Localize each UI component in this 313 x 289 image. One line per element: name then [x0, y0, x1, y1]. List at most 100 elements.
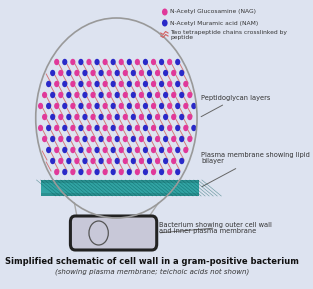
Circle shape	[167, 169, 172, 175]
Circle shape	[183, 125, 188, 131]
Circle shape	[131, 92, 136, 98]
Circle shape	[66, 92, 71, 98]
Circle shape	[171, 92, 176, 98]
Circle shape	[62, 125, 67, 131]
Text: Simplified schematic of cell wall in a gram-positive bacterium: Simplified schematic of cell wall in a g…	[5, 257, 299, 266]
Circle shape	[163, 70, 168, 76]
Circle shape	[187, 136, 192, 142]
Circle shape	[151, 59, 156, 65]
Circle shape	[106, 92, 112, 98]
Circle shape	[155, 114, 160, 120]
FancyBboxPatch shape	[70, 216, 157, 250]
Circle shape	[167, 59, 172, 65]
Circle shape	[167, 125, 172, 131]
Circle shape	[54, 147, 59, 153]
Circle shape	[62, 169, 67, 175]
Circle shape	[151, 147, 156, 153]
Circle shape	[167, 103, 172, 109]
Circle shape	[70, 103, 75, 109]
Circle shape	[58, 70, 63, 76]
Circle shape	[131, 158, 136, 164]
Circle shape	[147, 158, 152, 164]
Circle shape	[110, 147, 116, 153]
Circle shape	[86, 125, 91, 131]
Circle shape	[171, 136, 176, 142]
Circle shape	[90, 114, 95, 120]
Circle shape	[78, 59, 84, 65]
Circle shape	[103, 59, 108, 65]
Circle shape	[191, 103, 196, 109]
Circle shape	[175, 169, 180, 175]
Circle shape	[119, 59, 124, 65]
Circle shape	[139, 158, 144, 164]
Circle shape	[78, 81, 84, 87]
Circle shape	[74, 70, 80, 76]
Circle shape	[143, 125, 148, 131]
Circle shape	[163, 136, 168, 142]
Circle shape	[110, 81, 116, 87]
Circle shape	[127, 103, 132, 109]
Circle shape	[155, 92, 160, 98]
Circle shape	[58, 158, 63, 164]
Circle shape	[50, 158, 55, 164]
Circle shape	[151, 81, 156, 87]
Circle shape	[110, 125, 116, 131]
Circle shape	[90, 70, 95, 76]
Circle shape	[171, 114, 176, 120]
Circle shape	[74, 158, 80, 164]
Circle shape	[62, 103, 67, 109]
Circle shape	[159, 59, 164, 65]
Circle shape	[119, 81, 124, 87]
Circle shape	[54, 125, 59, 131]
Circle shape	[62, 59, 67, 65]
Circle shape	[54, 81, 59, 87]
Text: Bacterium showing outer cell wall
and inner plasma membrane: Bacterium showing outer cell wall and in…	[159, 221, 272, 234]
Circle shape	[66, 158, 71, 164]
Circle shape	[103, 169, 108, 175]
Circle shape	[139, 92, 144, 98]
Circle shape	[159, 103, 164, 109]
Circle shape	[54, 59, 59, 65]
Circle shape	[82, 158, 88, 164]
Circle shape	[131, 136, 136, 142]
Circle shape	[143, 169, 148, 175]
Circle shape	[175, 125, 180, 131]
Circle shape	[110, 59, 116, 65]
Circle shape	[179, 92, 184, 98]
Text: Peptidoglycan layers: Peptidoglycan layers	[201, 95, 270, 117]
Circle shape	[127, 169, 132, 175]
Circle shape	[42, 114, 47, 120]
Circle shape	[135, 147, 140, 153]
Circle shape	[183, 147, 188, 153]
Circle shape	[115, 114, 120, 120]
Circle shape	[159, 169, 164, 175]
Circle shape	[58, 114, 63, 120]
Circle shape	[155, 136, 160, 142]
Circle shape	[95, 59, 100, 65]
Circle shape	[38, 103, 43, 109]
Bar	[41, 180, 199, 196]
Circle shape	[179, 70, 184, 76]
Circle shape	[54, 103, 59, 109]
Circle shape	[42, 92, 47, 98]
Circle shape	[119, 103, 124, 109]
Circle shape	[123, 114, 128, 120]
Circle shape	[175, 103, 180, 109]
Circle shape	[82, 70, 88, 76]
Circle shape	[103, 81, 108, 87]
Circle shape	[159, 81, 164, 87]
Circle shape	[139, 114, 144, 120]
Circle shape	[54, 169, 59, 175]
Circle shape	[139, 70, 144, 76]
Circle shape	[127, 81, 132, 87]
Circle shape	[131, 70, 136, 76]
Circle shape	[74, 136, 80, 142]
Circle shape	[70, 81, 75, 87]
Circle shape	[99, 158, 104, 164]
Circle shape	[103, 125, 108, 131]
Circle shape	[38, 125, 43, 131]
Circle shape	[86, 81, 91, 87]
Circle shape	[46, 147, 51, 153]
Text: N-Acetyl Glucosamine (NAG): N-Acetyl Glucosamine (NAG)	[171, 10, 256, 14]
Circle shape	[163, 114, 168, 120]
